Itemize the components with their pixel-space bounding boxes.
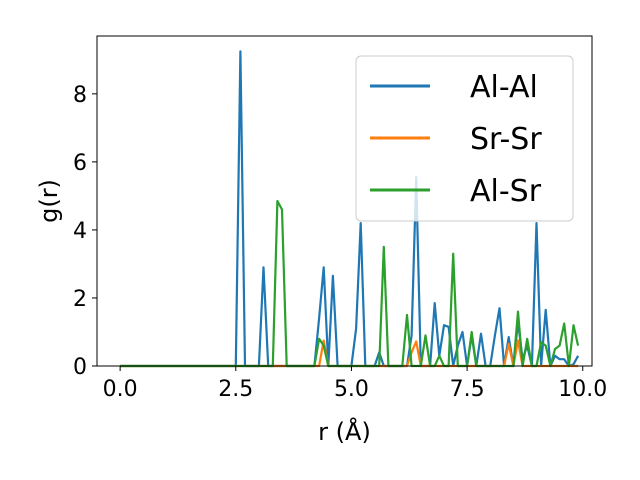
y-tick-label: 4 [73, 219, 87, 244]
x-tick-label: 5.0 [334, 377, 369, 402]
series-line-sr-sr [120, 339, 579, 368]
y-axis-label: g(r) [35, 179, 63, 223]
axes: 0.0 2.5 5.0 7.5 10.0 0 2 4 6 8 [73, 35, 607, 402]
legend: Al-Al Sr-Sr Al-Sr [355, 55, 574, 222]
x-axis-label: r (Å) [318, 417, 371, 446]
y-tick-label: 6 [73, 151, 87, 176]
legend-label-sr-sr: Sr-Sr [470, 122, 542, 157]
x-tick-label: 0.0 [103, 377, 138, 402]
y-tick-label: 8 [73, 83, 87, 108]
legend-box [355, 55, 574, 222]
y-tick-label: 2 [73, 287, 87, 312]
legend-label-al-sr: Al-Sr [470, 174, 542, 209]
x-tick-label: 10.0 [558, 377, 607, 402]
series-line-al-al [120, 50, 580, 368]
y-tick-label: 0 [73, 355, 87, 380]
legend-label-al-al: Al-Al [470, 70, 538, 105]
x-tick-label: 7.5 [450, 377, 485, 402]
x-tick-label: 2.5 [218, 377, 253, 402]
axes-frame [96, 35, 593, 367]
